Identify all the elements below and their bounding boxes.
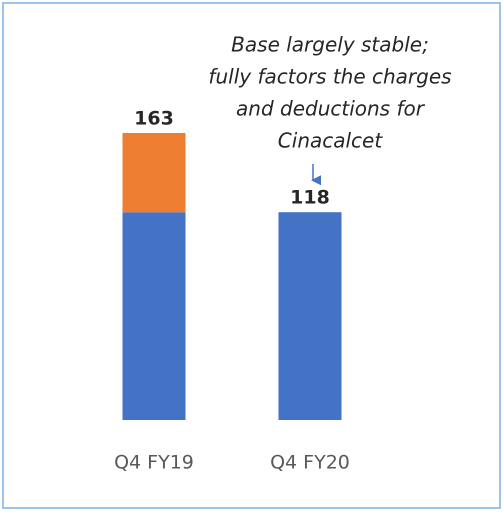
bar-segment <box>122 212 186 420</box>
total-label: 118 <box>290 187 330 209</box>
bar-segment <box>278 212 342 420</box>
x-tick-label: Q4 FY20 <box>270 452 350 474</box>
annotation: fully factors the charges <box>208 65 451 89</box>
annotation: and deductions for <box>236 97 426 121</box>
bar-segment <box>122 133 186 213</box>
x-tick-label: Q4 FY19 <box>114 452 194 474</box>
annotation: Base largely stable; <box>231 33 429 57</box>
total-label: 163 <box>134 108 174 130</box>
annotation: Cinacalcet <box>278 129 384 153</box>
